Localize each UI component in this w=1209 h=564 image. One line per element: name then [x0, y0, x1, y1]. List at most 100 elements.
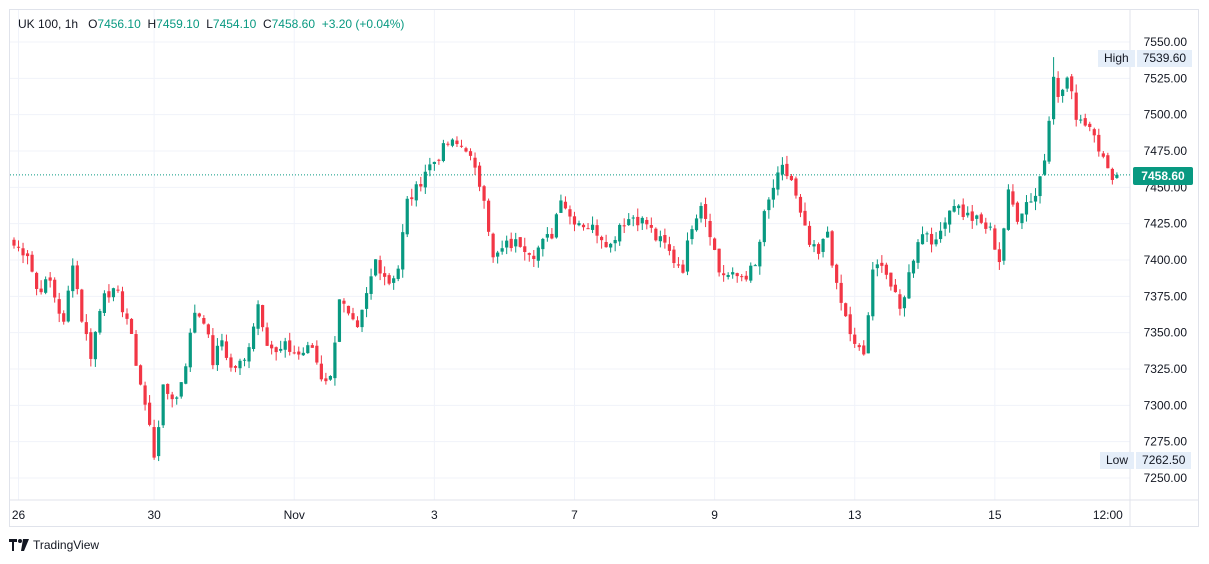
candle-body [717, 248, 721, 273]
candle-body [1024, 202, 1029, 215]
candle-body [306, 345, 310, 354]
candle-body [713, 238, 717, 250]
candle-body [518, 237, 522, 247]
candle-body [355, 320, 360, 328]
candle-body [880, 262, 884, 266]
candle-body [527, 253, 531, 255]
candle-body [102, 293, 106, 313]
candle-body [916, 242, 920, 263]
x-tick-label: 9 [711, 508, 718, 522]
candle-body [600, 236, 604, 241]
candle-body [1033, 195, 1038, 202]
candle-body [202, 317, 206, 324]
candle-body [75, 265, 79, 290]
candle-body [735, 273, 739, 277]
y-tick-label: 7475.00 [1144, 144, 1188, 158]
candle-body [229, 357, 233, 368]
candle-body [491, 233, 495, 258]
candle-body [292, 352, 296, 354]
candle-body [581, 224, 586, 228]
candle-body [374, 259, 378, 276]
candle-body [360, 309, 364, 328]
candle-body [1083, 118, 1087, 126]
close-key: C [262, 17, 272, 31]
candle-body [848, 314, 852, 335]
candle-body [179, 382, 183, 397]
close-value: 7458.60 [271, 17, 316, 31]
candle-body [206, 324, 210, 335]
high-tag-label: High [1098, 50, 1135, 67]
candle-body [423, 171, 427, 188]
x-tick-label: 13 [848, 508, 862, 522]
candle-body [419, 184, 423, 187]
candle-body [468, 151, 473, 156]
candle-body [410, 197, 414, 200]
candle-body [428, 164, 432, 171]
candle-body [383, 273, 387, 277]
candle-body [346, 305, 351, 314]
tradingview-logo-icon [9, 539, 29, 551]
candle-body [1006, 189, 1010, 230]
candle-body [98, 311, 102, 333]
candle-body [107, 291, 111, 298]
candle-body [211, 335, 215, 366]
chart-frame[interactable]: 7550.00 7525.00 7500.00 7475.00 7450.00 7425.… [9, 9, 1199, 527]
candle-body [568, 209, 572, 217]
candle-body [758, 241, 762, 267]
candle-body [966, 212, 970, 216]
candle-body [884, 264, 888, 275]
candle-body [794, 178, 798, 196]
candle-body [1101, 153, 1105, 157]
candle-body [595, 225, 599, 236]
candle-body [875, 264, 879, 269]
candle-body [116, 289, 120, 291]
candle-body [984, 222, 988, 229]
candle-body [175, 397, 179, 399]
candle-body [722, 273, 726, 276]
candles [12, 57, 1119, 462]
candle-body [889, 272, 893, 287]
candle-body [1088, 123, 1092, 128]
candle-body [654, 228, 658, 241]
candle-body [1020, 213, 1024, 224]
candle-body [586, 228, 590, 230]
change-value: +3.20 (+0.04%) [321, 17, 405, 31]
candle-body [288, 340, 292, 352]
candle-body [1038, 176, 1042, 197]
tradingview-branding[interactable]: TradingView [9, 538, 99, 552]
candle-body [835, 264, 839, 283]
candle-body [270, 344, 274, 349]
candle-body [30, 254, 34, 272]
candle-body [898, 294, 902, 309]
candle-body [53, 279, 57, 298]
candle-body [464, 148, 468, 152]
candle-body [853, 334, 857, 344]
x-tick-label: 12:00 [1093, 508, 1123, 522]
candle-body [134, 334, 138, 366]
candle-body [690, 229, 694, 240]
candle-body [541, 238, 545, 250]
open-value: 7456.10 [97, 17, 141, 31]
candle-body [1115, 174, 1119, 178]
candlestick-plot[interactable]: 7550.007525.007500.007475.007450.007425.… [10, 10, 1198, 526]
tradingview-brand-label: TradingView [33, 538, 100, 552]
x-tick-label: 30 [147, 508, 161, 522]
candle-body [48, 277, 52, 281]
candle-body [324, 378, 328, 382]
candle-body [1070, 76, 1074, 92]
candle-body [590, 224, 595, 230]
candle-body [301, 352, 305, 356]
candle-body [152, 427, 156, 458]
candle-body [957, 205, 961, 209]
candle-body [414, 184, 418, 201]
candle-body [993, 228, 997, 250]
x-tick-label: 15 [988, 508, 1002, 522]
candle-body [812, 244, 816, 247]
candle-body [609, 243, 613, 248]
candle-body [929, 233, 934, 245]
candle-body [364, 293, 369, 309]
candle-body [685, 240, 690, 272]
candle-body [238, 360, 242, 369]
y-tick-label: 7375.00 [1144, 289, 1188, 303]
low-key: L [206, 17, 213, 31]
